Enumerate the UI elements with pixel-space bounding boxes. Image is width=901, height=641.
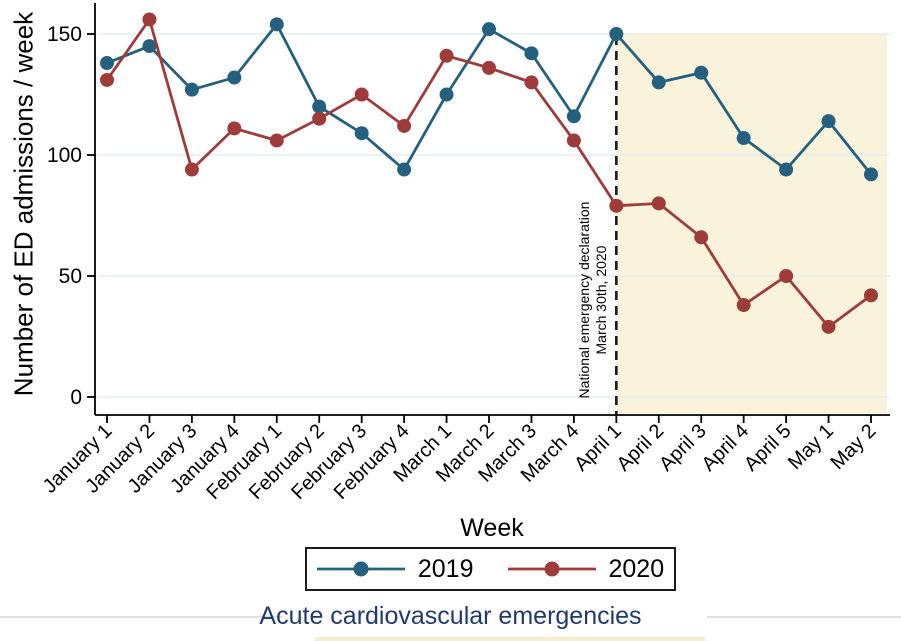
data-point-2019-march-2 <box>482 22 496 37</box>
data-point-2020-february-3 <box>354 87 369 102</box>
vline-annotation-line-1: National emergency declaration <box>576 202 592 399</box>
figure-caption: Acute cardiovascular emergencies <box>259 602 642 630</box>
data-point-2019-april-3 <box>694 65 709 80</box>
post-declaration-shaded-region <box>616 34 887 413</box>
data-point-2019-may-2 <box>864 167 878 182</box>
data-point-2019-april-4 <box>736 131 751 146</box>
data-point-2019-march-4 <box>566 109 581 124</box>
legend-swatch-2020-icon <box>507 561 596 577</box>
data-point-2019-april-1 <box>609 27 624 41</box>
data-point-2020-may-1 <box>821 319 836 334</box>
data-point-2019-january-1 <box>100 56 114 71</box>
legend-entry-2019: 2019 <box>316 554 474 584</box>
y-axis-tick-label-150: 150 <box>47 23 82 46</box>
data-point-2019-january-2 <box>142 39 157 54</box>
x-axis-tick-label-april-3: April 3 <box>655 420 711 476</box>
data-point-2020-march-2 <box>482 60 496 75</box>
x-axis-tick-label-april-2: April 2 <box>613 420 669 476</box>
x-axis-tick-label-april-4: April 4 <box>698 420 754 476</box>
data-point-2020-april-5 <box>779 269 794 283</box>
data-point-2020-february-4 <box>397 118 412 133</box>
x-axis-tick-label-april-5: April 5 <box>740 420 796 476</box>
data-point-2020-march-4 <box>566 133 581 148</box>
x-axis-tick-label-may-1: May 1 <box>784 420 838 474</box>
y-axis-title: Number of ED admissions / week <box>8 11 39 397</box>
caption-rule-right <box>707 616 901 618</box>
data-point-2020-january-2 <box>142 12 157 27</box>
data-point-2019-february-4 <box>397 162 412 177</box>
data-point-2019-february-2 <box>312 99 327 114</box>
legend-entry-2020: 2020 <box>507 554 665 584</box>
data-point-2020-march-1 <box>439 48 454 63</box>
y-axis-tick-label-100: 100 <box>47 144 82 167</box>
data-point-2020-january-1 <box>100 72 114 87</box>
data-point-2020-april-2 <box>651 196 666 211</box>
data-point-2019-february-1 <box>269 17 284 32</box>
data-point-2020-april-1 <box>609 198 624 213</box>
x-axis-title: Week <box>460 514 524 542</box>
data-point-2019-january-3 <box>184 82 199 97</box>
legend: 2019 2020 <box>305 547 676 591</box>
x-axis-tick-label-may-2: May 2 <box>826 420 880 474</box>
legend-swatch-2019-icon <box>316 561 405 577</box>
caption-rule-left <box>0 616 283 618</box>
x-axis-tick-label-april-1: April 1 <box>570 420 626 476</box>
data-point-2020-february-1 <box>269 133 284 148</box>
data-point-2019-may-1 <box>821 114 836 129</box>
data-point-2019-february-3 <box>354 126 369 141</box>
data-point-2019-january-4 <box>227 70 242 85</box>
vline-annotation-line-2: March 30th, 2020 <box>593 245 609 354</box>
data-point-2020-may-2 <box>864 288 878 303</box>
data-point-2020-january-4 <box>227 121 242 136</box>
data-point-2020-february-2 <box>312 111 327 126</box>
data-point-2020-april-3 <box>694 230 709 245</box>
y-axis-tick-label-0: 0 <box>70 386 82 409</box>
y-axis-tick-label-50: 50 <box>59 265 82 288</box>
data-point-2020-april-4 <box>736 298 751 313</box>
data-point-2019-march-1 <box>439 87 454 102</box>
data-point-2020-march-3 <box>524 75 539 90</box>
legend-label-2020: 2020 <box>608 554 665 583</box>
legend-label-2019: 2019 <box>417 554 474 583</box>
data-point-2019-april-2 <box>651 75 666 90</box>
data-point-2020-january-3 <box>184 162 199 177</box>
data-point-2019-april-5 <box>779 162 794 177</box>
bottom-accent-strip <box>315 637 705 641</box>
data-point-2019-march-3 <box>524 46 539 61</box>
